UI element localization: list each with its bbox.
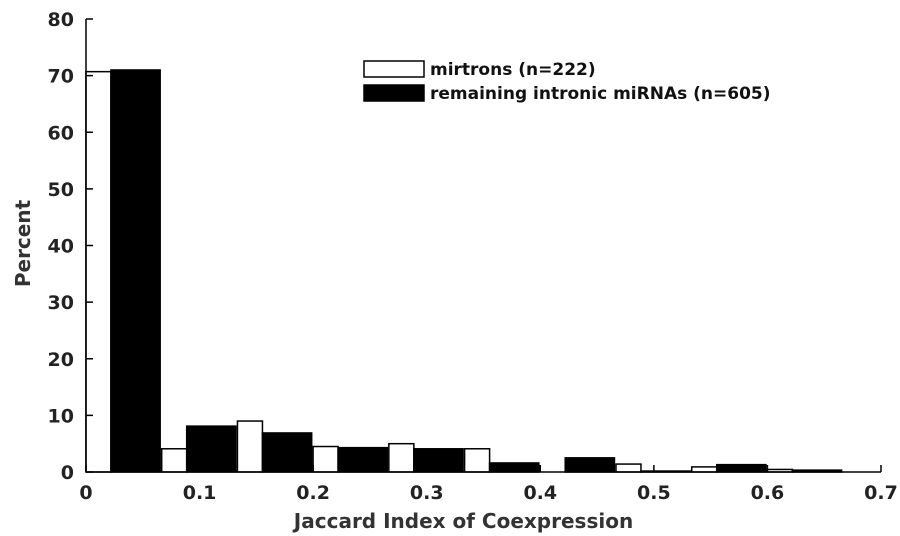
legend-swatch-mirtrons bbox=[363, 60, 425, 78]
bar-mirtrons-8 bbox=[690, 466, 718, 473]
x-tick-label: 0.3 bbox=[410, 482, 444, 504]
legend: mirtrons (n=222) remaining intronic miRN… bbox=[363, 60, 771, 104]
bar-mirtrons-1 bbox=[160, 448, 188, 473]
x-tick-label: 0.6 bbox=[751, 482, 785, 504]
bar-remaining-intronic-8 bbox=[715, 463, 767, 473]
bar-mirtrons-2 bbox=[236, 420, 264, 473]
y-tick-label: 60 bbox=[48, 122, 74, 144]
bar-remaining-intronic-5 bbox=[488, 462, 540, 473]
legend-label-mirtrons: mirtrons (n=222) bbox=[430, 60, 596, 80]
legend-label-remaining-intronic: remaining intronic miRNAs (n=605) bbox=[430, 84, 771, 104]
x-tick-label: 0.7 bbox=[864, 482, 898, 504]
x-tick-label: 0.1 bbox=[183, 482, 217, 504]
x-tick-label: 0 bbox=[79, 482, 92, 504]
legend-swatch-remaining-intronic bbox=[363, 84, 425, 102]
y-tick-label: 20 bbox=[48, 349, 74, 371]
bar-remaining-intronic-6 bbox=[564, 457, 616, 473]
bar-remaining-intronic-0 bbox=[110, 69, 161, 473]
y-tick-label: 50 bbox=[48, 179, 74, 201]
bar-mirtrons-3 bbox=[312, 445, 339, 473]
bars-group bbox=[85, 69, 843, 473]
y-tick-label: 30 bbox=[48, 292, 74, 314]
y-tick-label: 40 bbox=[48, 236, 74, 258]
x-tick-label: 0.2 bbox=[296, 482, 330, 504]
bar-mirtrons-7 bbox=[615, 463, 642, 473]
bar-remaining-intronic-2 bbox=[261, 432, 313, 473]
y-axis-title: Percent bbox=[11, 199, 35, 287]
bar-remaining-intronic-4 bbox=[413, 448, 464, 473]
x-tick-label: 0.5 bbox=[637, 482, 671, 504]
x-axis-title: Jaccard Index of Coexpression bbox=[292, 509, 633, 533]
bar-mirtrons-4 bbox=[388, 442, 415, 473]
y-tick-label: 0 bbox=[61, 462, 74, 484]
bar-mirtrons-5 bbox=[463, 448, 491, 473]
x-axis-ticks: 0 0.1 0.2 0.3 0.4 0.5 0.6 0.7 bbox=[79, 465, 898, 504]
y-tick-label: 10 bbox=[48, 405, 74, 427]
bar-remaining-intronic-1 bbox=[185, 425, 237, 473]
y-tick-label: 80 bbox=[48, 9, 74, 31]
y-axis-ticks: 0 10 20 30 40 50 60 70 80 bbox=[48, 9, 93, 484]
y-tick-label: 70 bbox=[48, 66, 74, 88]
x-tick-label: 0.4 bbox=[523, 482, 557, 504]
bar-remaining-intronic-3 bbox=[337, 446, 389, 473]
